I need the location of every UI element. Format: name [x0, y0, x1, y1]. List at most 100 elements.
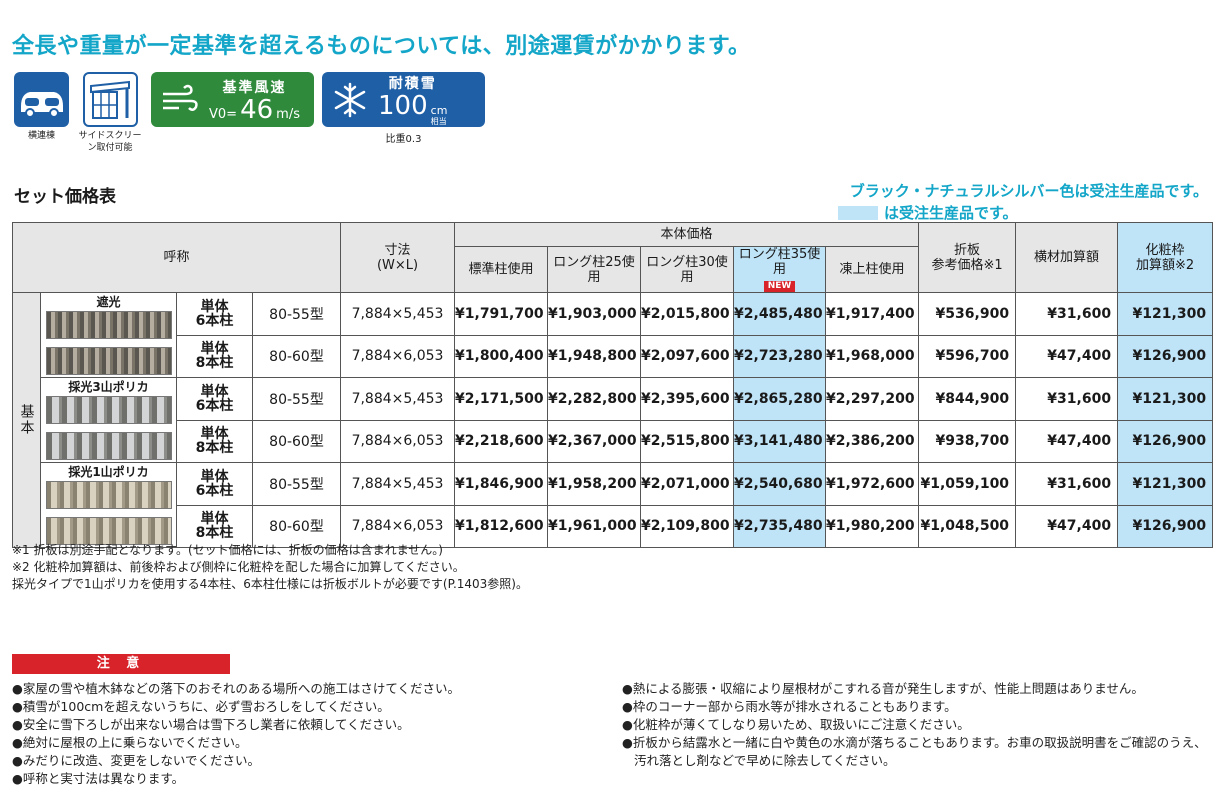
snow-badge: 耐積雪 100 cm 相当 比重0.3 — [322, 72, 485, 145]
price-long35: ¥2,540,680 — [733, 462, 827, 506]
model-cell: 80-55型 — [251, 292, 342, 336]
price-long35: ¥2,485,480 — [733, 292, 827, 336]
price-beam: ¥31,600 — [1015, 377, 1119, 421]
price-beam: ¥47,400 — [1015, 419, 1119, 463]
price-standard: ¥2,171,500 — [454, 377, 549, 421]
snow-unit-top: cm — [430, 103, 448, 117]
price-long25: ¥2,367,000 — [547, 419, 642, 463]
price-standard: ¥2,218,600 — [454, 419, 549, 463]
model-cell: 80-55型 — [251, 377, 342, 421]
dims-cell: 7,884×6,053 — [340, 504, 456, 548]
price-frost: ¥2,297,200 — [825, 377, 920, 421]
price-trim: ¥126,900 — [1117, 334, 1214, 378]
snow-title: 耐積雪 — [388, 75, 437, 92]
caution-item: ●化粧枠が薄くてしなり易いため、取扱いにご注意ください。 — [622, 717, 970, 732]
caution-list-left: ●家屋の雪や植木鉢などの落下のおそれのある場所への施工はさけてください。 ●積雪… — [12, 680, 602, 788]
product-photo — [45, 347, 172, 375]
model-cell: 80-60型 — [251, 419, 342, 463]
base-label: 基本 — [12, 292, 41, 548]
price-long25: ¥1,958,200 — [547, 462, 642, 506]
header-long30: ロング柱30使用 — [640, 246, 735, 293]
price-folded: ¥536,900 — [918, 292, 1017, 336]
feature-icons: 横連棟 サイドスクリーン取付可能 基準風速 V0= — [14, 72, 485, 154]
table-row: 基本 遮光 単体 6本柱 80-55型 7,884×5,453 ¥1,791,70… — [12, 292, 1214, 548]
icon-caption: サイドスクリーン取付可能 — [78, 131, 142, 153]
dims-cell: 7,884×6,053 — [340, 334, 456, 378]
price-long35: ¥2,723,280 — [733, 334, 827, 378]
dims-cell: 7,884×5,453 — [340, 377, 456, 421]
caution-item: ●熱による膨張・収縮により屋根材がこすれる音が発生しますが、性能上問題はありませ… — [622, 681, 1144, 696]
caution-item: ●家屋の雪や植木鉢などの落下のおそれのある場所への施工はさけてください。 — [12, 681, 461, 696]
price-folded: ¥844,900 — [918, 377, 1017, 421]
model-cell: 80-60型 — [251, 334, 342, 378]
price-long25: ¥1,948,800 — [547, 334, 642, 378]
price-long25: ¥1,961,000 — [547, 504, 642, 548]
price-long30: ¥2,395,600 — [640, 377, 735, 421]
header-name: 呼称 — [11, 222, 342, 293]
price-trim: ¥121,300 — [1117, 462, 1214, 506]
model-cell: 80-60型 — [251, 504, 342, 548]
price-frost: ¥2,386,200 — [825, 419, 920, 463]
caution-item: ●絶対に屋根の上に乗らないでください。 — [12, 735, 248, 750]
wind-unit: m/s — [276, 106, 300, 122]
price-beam: ¥47,400 — [1015, 334, 1119, 378]
wind-badge: 基準風速 V0= 46 m/s — [151, 72, 314, 127]
price-standard: ¥1,812,600 — [454, 504, 549, 548]
legend-swatch — [838, 205, 878, 220]
price-trim: ¥121,300 — [1117, 292, 1214, 336]
spec-cell: 単体 8本柱 — [176, 419, 253, 463]
header-long35: ロング柱35使用 NEW — [733, 246, 827, 293]
product-photo — [45, 396, 172, 424]
header-body-price: 本体価格 — [454, 222, 920, 247]
side-screen-icon — [82, 72, 138, 127]
header-folded: 折板 参考価格※1 — [918, 222, 1017, 293]
price-trim: ¥121,300 — [1117, 377, 1214, 421]
model-cell: 80-55型 — [251, 462, 342, 506]
caution-item: ●みだりに改造、変更をしないでください。 — [12, 753, 261, 768]
feature-side-screen: サイドスクリーン取付可能 — [77, 72, 143, 154]
wind-icon — [163, 84, 198, 111]
spec-cell: 単体 6本柱 — [176, 462, 253, 506]
page-headline: 全長や重量が一定基準を超えるものについては、別途運賃がかかります。 — [12, 34, 751, 59]
snowflake-icon — [334, 82, 366, 117]
price-frost: ¥1,968,000 — [825, 334, 920, 378]
spec-cell: 単体 8本柱 — [176, 504, 253, 548]
icon-caption: 横連棟 — [27, 131, 55, 141]
price-folded: ¥1,059,100 — [918, 462, 1017, 506]
group-poly3: 採光3山ポリカ — [40, 377, 177, 463]
caution-item: ●折板から結露水と一緒に白や黄色の水滴が落ちることもあります。お車の取扱説明書を… — [622, 735, 1207, 768]
car-icon — [14, 72, 69, 127]
table-row: 単体 8本柱 80-60型 7,884×6,053 ¥1,800,400 ¥1,9… — [13, 334, 1214, 378]
price-long30: ¥2,109,800 — [640, 504, 735, 548]
note-line: ※2 化粧枠加算額は、前後枠および側枠に化粧枠を配した場合に加算してください。 — [12, 560, 465, 574]
price-long25: ¥1,903,000 — [547, 292, 642, 336]
price-long30: ¥2,071,000 — [640, 462, 735, 506]
snow-unit-bottom: 相当 — [430, 116, 447, 126]
group-shade: 遮光 — [40, 292, 177, 378]
spec-cell: 単体 6本柱 — [176, 292, 253, 336]
legend-text: は受注生産品です。 — [884, 204, 1018, 222]
price-standard: ¥1,800,400 — [454, 334, 549, 378]
price-standard: ¥1,846,900 — [454, 462, 549, 506]
header-dims: 寸法 (W×L) — [340, 222, 456, 293]
price-long30: ¥2,097,600 — [640, 334, 735, 378]
legend-line-2: は受注生産品です。 — [838, 202, 1018, 223]
table-row: 単体 8本柱 80-60型 7,884×6,053 ¥2,218,600 ¥2,3… — [13, 419, 1214, 463]
legend-line-1: ブラック・ナチュラルシルバー色は受注生産品です。 — [849, 182, 1208, 200]
dims-cell: 7,884×6,053 — [340, 419, 456, 463]
section-title: セット価格表 — [14, 187, 116, 207]
product-photo — [45, 517, 172, 545]
header-frost: 凍上柱使用 — [825, 246, 920, 293]
table-row: 採光3山ポリカ 単体 6本柱 80-55型 7,884×5,453 ¥2,171,… — [13, 377, 1214, 463]
price-long35: ¥3,141,480 — [733, 419, 827, 463]
price-long35: ¥2,735,480 — [733, 504, 827, 548]
group-poly1: 採光1山ポリカ — [40, 462, 177, 548]
dims-cell: 7,884×5,453 — [340, 462, 456, 506]
price-folded: ¥1,048,500 — [918, 504, 1017, 548]
header-trim: 化粧枠 加算額※2 — [1117, 222, 1214, 293]
price-beam: ¥31,600 — [1015, 292, 1119, 336]
price-beam: ¥47,400 — [1015, 504, 1119, 548]
caution-item: ●枠のコーナー部から雨水等が排水されることもあります。 — [622, 699, 957, 714]
snow-value: 100 — [378, 90, 428, 121]
price-long30: ¥2,015,800 — [640, 292, 735, 336]
